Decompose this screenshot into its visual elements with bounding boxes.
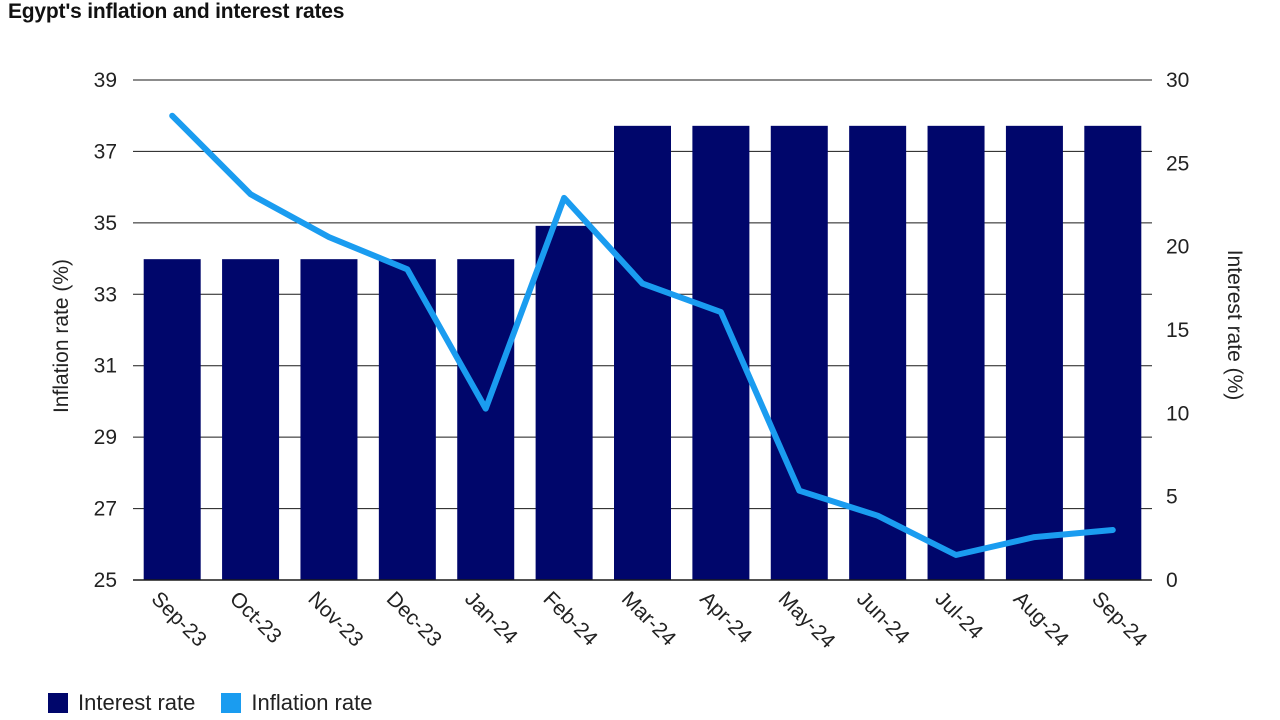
y2-tick-label: 10 (1166, 402, 1189, 425)
x-tick-label: Nov-23 (303, 587, 367, 651)
bar (770, 125, 828, 580)
bar (222, 259, 280, 580)
x-tick-label: Jan-24 (460, 587, 522, 649)
legend-item-inflation-rate: Inflation rate (221, 690, 372, 716)
y-tick-label: 33 (94, 283, 117, 306)
y-tick-label: 31 (94, 355, 117, 378)
y-tick-label: 39 (94, 69, 117, 92)
y-tick-label: 27 (94, 498, 117, 521)
y2-tick-label: 0 (1166, 569, 1178, 592)
bar (614, 125, 671, 580)
x-tick-label: Oct-23 (225, 587, 286, 648)
bar (378, 259, 436, 580)
bar (300, 259, 358, 580)
x-tick-label: Aug-24 (1009, 587, 1073, 651)
bar (849, 125, 907, 580)
x-tick-label: Apr-24 (695, 587, 756, 648)
y2-tick-label: 15 (1166, 319, 1189, 342)
legend-swatch-inflation-rate (221, 693, 242, 713)
x-tick-label: Sep-23 (147, 587, 211, 651)
legend-label-inflation-rate: Inflation rate (251, 690, 373, 715)
x-tick-label: Dec-23 (382, 587, 446, 651)
y-tick-label: 35 (94, 212, 117, 235)
y2-axis-title: Interest rate (%) (1223, 250, 1246, 401)
y2-tick-label: 25 (1166, 152, 1189, 175)
x-tick-label: Feb-24 (539, 587, 603, 651)
y2-tick-label: 20 (1166, 236, 1189, 259)
y-tick-label: 25 (94, 569, 117, 592)
bar (927, 125, 985, 580)
y-tick-label: 29 (94, 426, 117, 449)
bar (1005, 125, 1063, 580)
bar (143, 259, 201, 580)
legend-swatch-interest-rate (48, 693, 68, 713)
x-tick-label: Jul-24 (931, 587, 988, 644)
x-tick-label: Jun-24 (852, 587, 914, 649)
inflation-rate-line (169, 112, 1116, 558)
y2-tick-label: 5 (1166, 486, 1178, 509)
bar (535, 225, 593, 581)
bar (457, 259, 515, 580)
y-axis-title: Inflation rate (%) (50, 259, 73, 413)
chart-title: Egypt's inflation and interest rates (8, 0, 345, 23)
legend: Interest rate Inflation rate (48, 690, 398, 716)
x-tick-label: Mar-24 (617, 587, 681, 651)
y2-tick-label: 30 (1166, 69, 1189, 92)
interest-rate-bars (143, 125, 1142, 581)
bar (1084, 125, 1142, 580)
legend-label-interest-rate: Interest rate (78, 690, 196, 715)
y-tick-label: 37 (94, 140, 117, 163)
x-tick-label: May-24 (774, 587, 840, 653)
x-tick-label: Sep-24 (1087, 587, 1151, 651)
legend-item-interest-rate: Interest rate (48, 690, 195, 716)
